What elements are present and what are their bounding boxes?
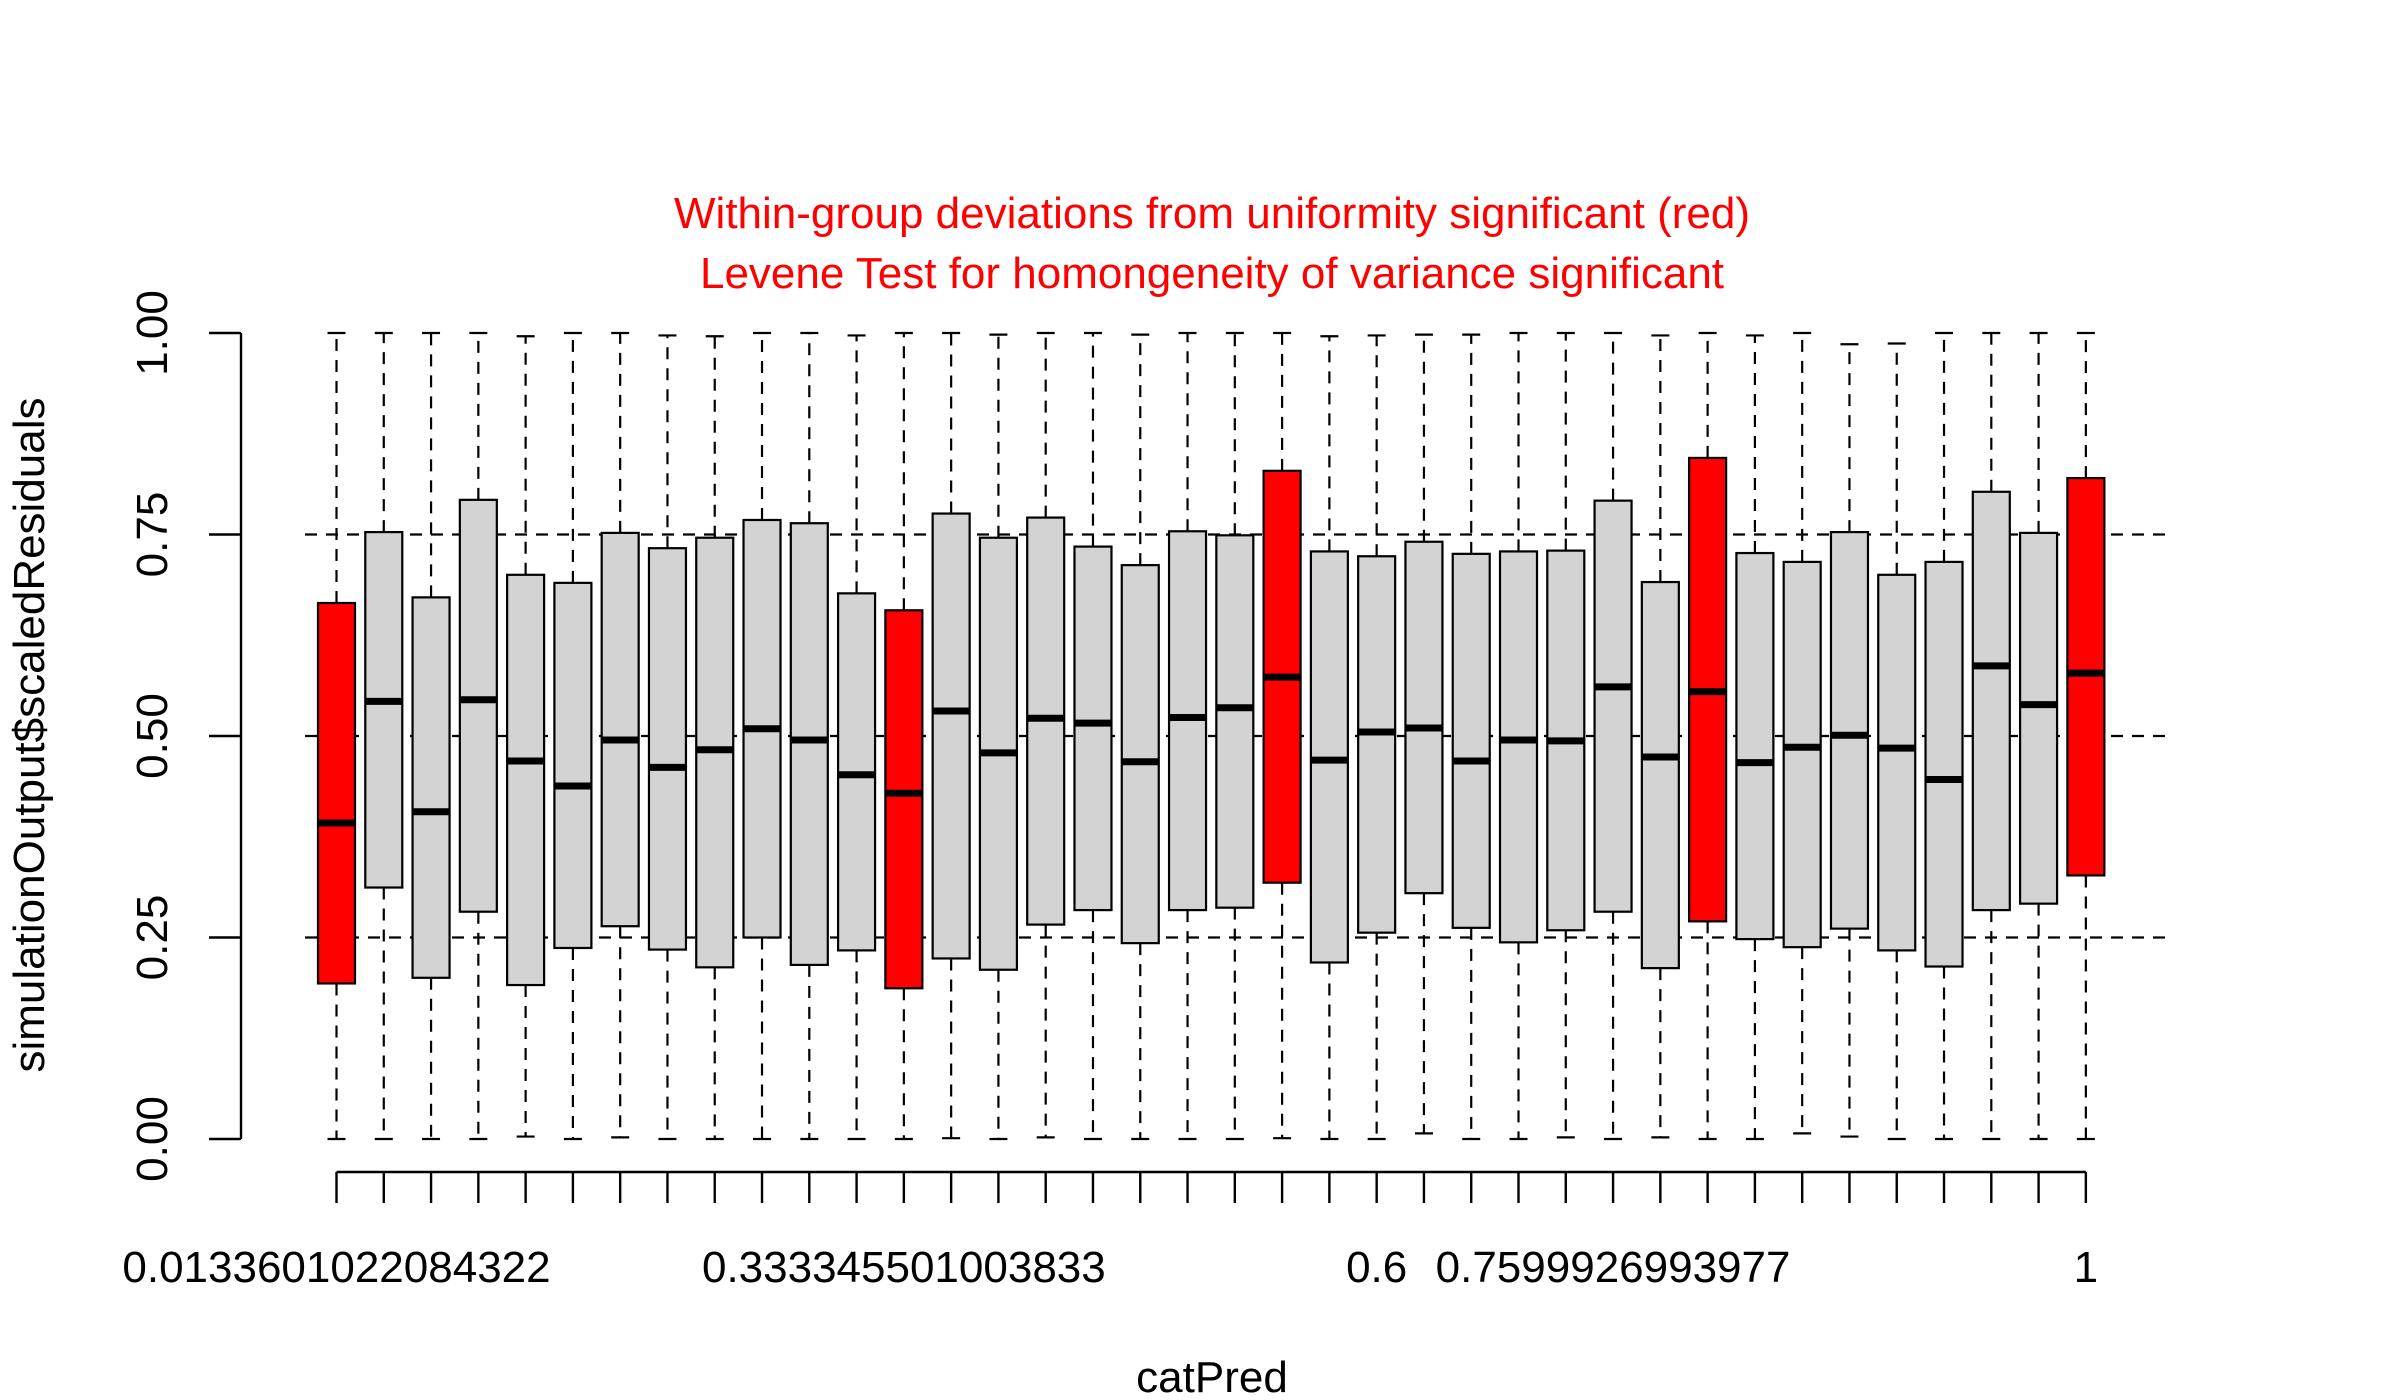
box-group (695, 335, 735, 1141)
box (1215, 534, 1255, 909)
box (2066, 476, 2106, 877)
box-group (1026, 331, 1066, 1139)
boxes (316, 331, 2106, 1141)
box (1404, 540, 1444, 895)
box-group (884, 331, 924, 1141)
box-group (506, 335, 546, 1138)
box-group (1262, 331, 1302, 1140)
box-group (1829, 343, 1870, 1138)
box (2018, 531, 2059, 905)
box (1829, 530, 1870, 930)
box-group (411, 331, 451, 1141)
box-group (1451, 333, 1491, 1141)
box (553, 581, 593, 950)
x-tick-label: 0.0133601022084322 (122, 1243, 550, 1292)
box-group (1404, 333, 1444, 1135)
box-group (2018, 331, 2059, 1141)
chart-title: Within-group deviations from uniformity … (674, 189, 1750, 238)
chart-subtitle: Levene Test for homongeneity of variance… (700, 249, 1724, 298)
x-axis: 0.0133601022084322 0.333345501003833 0.6 0.… (122, 1170, 2098, 1292)
box (1640, 580, 1680, 970)
box (1924, 560, 1964, 968)
box-group (1688, 331, 1728, 1141)
box (884, 609, 924, 990)
box-group (647, 334, 688, 1141)
box-group (1924, 331, 1964, 1141)
box-group (1877, 342, 1917, 1141)
box (789, 522, 829, 967)
box-group (316, 331, 357, 1141)
box (1782, 560, 1822, 949)
box-group (1593, 331, 1633, 1141)
x-axis-label: catPred (1136, 1353, 1288, 1400)
x-tick-label: 0.7599926993977 (1436, 1243, 1791, 1292)
y-axis-label: simulationOutput$scaledResiduals (5, 397, 54, 1072)
y-tick-label: 0.50 (128, 693, 177, 779)
box (1735, 551, 1775, 941)
box-group (364, 331, 404, 1141)
box (600, 531, 640, 928)
box-group (1782, 331, 1822, 1135)
y-tick-label: 1.00 (128, 290, 177, 376)
box (1357, 555, 1397, 934)
x-tick-label: 0.333345501003833 (702, 1243, 1106, 1292)
x-tick-label: 0.6 (1346, 1243, 1407, 1292)
box (1120, 564, 1160, 945)
box-group (1167, 331, 1208, 1141)
box-group (1546, 331, 1586, 1139)
box-group (1309, 335, 1349, 1141)
box-group (1357, 334, 1397, 1141)
box-group (836, 334, 877, 1141)
box-group (1971, 331, 2011, 1141)
box (647, 547, 688, 951)
y-tick-label: 0.75 (128, 492, 177, 578)
box-group (1498, 331, 1539, 1141)
box-group (2066, 331, 2106, 1141)
y-tick-label: 0.25 (128, 895, 177, 981)
box-group (1120, 333, 1160, 1141)
box (364, 530, 404, 889)
box (1971, 490, 2011, 912)
box-group (978, 333, 1019, 1141)
box-group (458, 331, 498, 1141)
box (411, 596, 451, 979)
box (316, 601, 357, 985)
box (1451, 552, 1491, 929)
box-group (600, 331, 640, 1139)
box-group (1215, 331, 1255, 1141)
box (1593, 499, 1633, 913)
box-group (553, 331, 593, 1141)
box (1498, 550, 1539, 944)
box-group (789, 331, 829, 1141)
box-group (1640, 334, 1680, 1139)
y-tick-label: 0.00 (128, 1096, 177, 1182)
box-group (742, 331, 782, 1141)
x-tick-label: 1 (2074, 1243, 2098, 1292)
y-axis: 0.00 0.25 0.50 0.75 1.00 (128, 290, 243, 1182)
box (1073, 545, 1113, 912)
box (931, 512, 971, 960)
box (458, 498, 498, 913)
box-group (1073, 331, 1113, 1141)
box-group (931, 331, 971, 1140)
box (1877, 573, 1917, 952)
box-group (1735, 334, 1775, 1141)
box (506, 573, 546, 987)
